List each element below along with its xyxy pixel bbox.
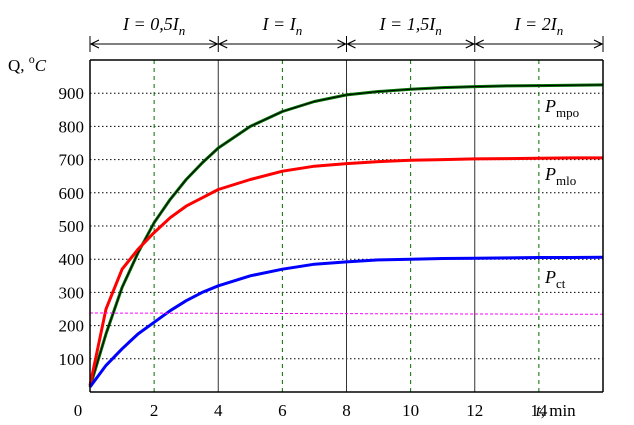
y-tick-label: 500 xyxy=(59,217,85,236)
interval-arrow-left-1 xyxy=(217,39,228,49)
interval-bar: I = 0,5In I = In I = 1,5In I = 2In xyxy=(89,14,604,52)
y-tick-label: 400 xyxy=(59,250,85,269)
grid xyxy=(90,60,603,392)
x-tick-label: 4 xyxy=(214,401,223,420)
y-tick-label: 200 xyxy=(59,317,85,336)
y-tick-label: 100 xyxy=(59,350,85,369)
y-tick-label: 900 xyxy=(59,84,85,103)
interval-label-1: I = In xyxy=(262,14,303,38)
series-reference xyxy=(89,312,604,315)
x-tick-label: 8 xyxy=(342,401,351,420)
x-axis-label: t, min xyxy=(536,401,576,420)
x-tick-label: 6 xyxy=(278,401,287,420)
series-layer xyxy=(88,83,604,388)
interval-arrow-right-2 xyxy=(465,39,476,49)
interval-arrow-left-0 xyxy=(89,39,100,49)
axes xyxy=(89,59,604,393)
x-tick-label: 12 xyxy=(466,401,483,420)
interval-label-0: I = 0,5In xyxy=(122,14,185,38)
y-tick-label: 600 xyxy=(59,184,85,203)
x-tick-label: 14 xyxy=(530,401,548,420)
interval-label-2: I = 1,5In xyxy=(379,14,442,38)
series-Pct xyxy=(88,255,604,388)
interval-arrow-left-3 xyxy=(474,39,485,49)
series-label-Pmpo: Pmpo xyxy=(544,96,579,120)
interval-label-3: I = 2In xyxy=(514,14,564,38)
labels: 100 200 300 400 500 600 700 800 900 2 4 6 8 10 12 14 0 Q,… xyxy=(8,52,579,420)
y-tick-label: 300 xyxy=(59,283,85,302)
y-axis-label: Q, oC xyxy=(8,52,47,75)
interval-arrow-right-0 xyxy=(208,39,219,49)
series-label-Pct: Pct xyxy=(544,267,566,291)
interval-arrow-right-3 xyxy=(593,39,604,49)
y-tick-label: 800 xyxy=(59,117,85,136)
interval-arrow-left-2 xyxy=(346,39,356,49)
interval-arrow-right-1 xyxy=(337,39,347,49)
x-tick-label: 10 xyxy=(402,401,419,420)
series-Pmlo xyxy=(88,156,603,386)
y-tick-label: 700 xyxy=(59,151,85,170)
origin-label: 0 xyxy=(74,401,83,420)
series-label-Pmlo: Pmlo xyxy=(544,164,576,188)
x-tick-label: 2 xyxy=(150,401,159,420)
